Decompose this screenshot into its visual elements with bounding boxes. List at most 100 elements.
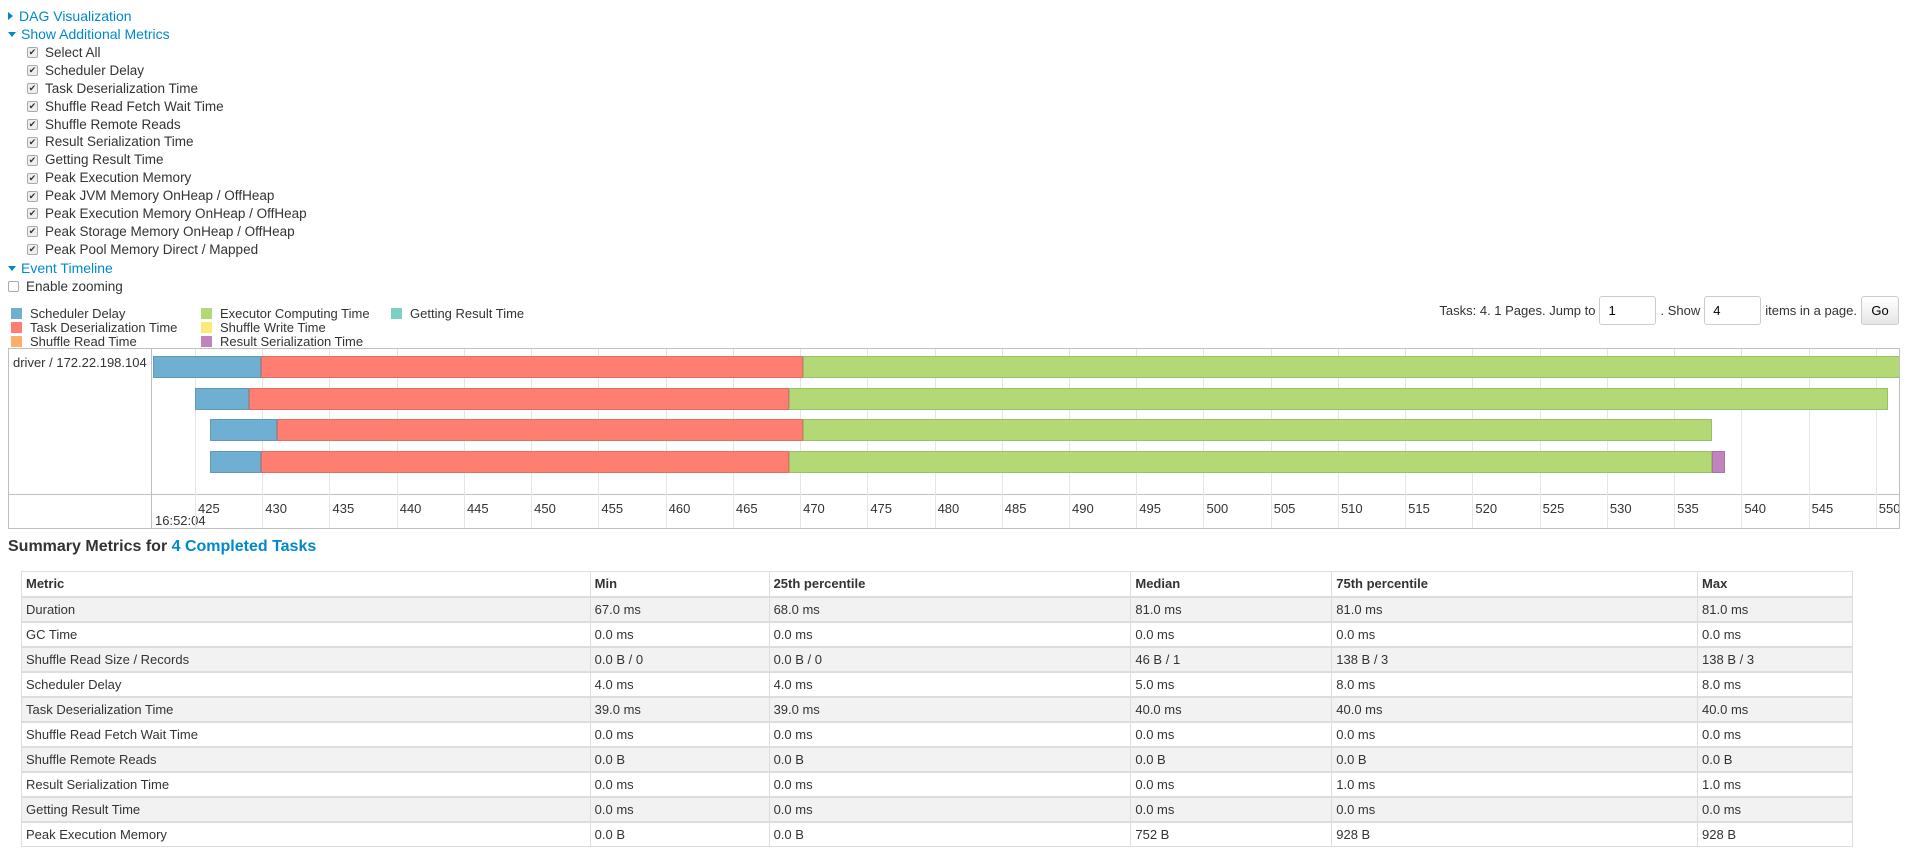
metric-checkbox-row[interactable]: ✔ Task Deserialization Time: [27, 80, 307, 98]
checkbox-icon[interactable]: ✔: [27, 83, 38, 95]
metric-checkbox-row[interactable]: ✔ Scheduler Delay: [27, 62, 307, 80]
go-button[interactable]: Go: [1861, 296, 1899, 325]
task-segment-executor-computing-time[interactable]: [789, 388, 1888, 410]
tick-label: 510: [1340, 501, 1363, 516]
metric-name: Scheduler Delay: [21, 670, 591, 697]
task-segment-task-deserialization-time[interactable]: [260, 451, 790, 473]
metric-value: 67.0 ms: [589, 595, 770, 622]
metric-value: 138 B / 3: [1331, 645, 1699, 672]
checkbox-icon[interactable]: ✔: [27, 172, 38, 184]
metric-value: 40.0 ms: [1130, 695, 1333, 722]
legend-label: Shuffle Write Time: [220, 319, 326, 335]
triangle-right-icon: [8, 12, 13, 20]
metric-value: 40.0 ms: [1331, 695, 1699, 722]
table-row: Task Deserialization Time 39.0 ms 39.0 ms 4…: [21, 695, 1853, 722]
task-segment-executor-computing-time[interactable]: [802, 356, 1899, 378]
metric-label: Shuffle Read Fetch Wait Time: [45, 98, 224, 114]
grid-line: [195, 349, 197, 528]
pagination-summary: Tasks: 4. 1 Pages. Jump to: [1439, 303, 1596, 318]
tick-label: 440: [399, 501, 422, 516]
additional-metrics-toggle[interactable]: Show Additional Metrics: [8, 25, 170, 43]
tick-label: 535: [1677, 501, 1699, 516]
metric-checkbox-row[interactable]: ✔ Shuffle Read Fetch Wait Time: [27, 98, 307, 116]
task-segment-scheduler-delay[interactable]: [209, 419, 278, 441]
checkbox-icon[interactable]: ✔: [27, 208, 38, 220]
checkbox-icon[interactable]: ✔: [27, 119, 38, 130]
table-row: GC Time 0.0 ms 0.0 ms 0.0 ms 0.0 ms 0.0 ms: [21, 620, 1853, 647]
tick-label: 540: [1744, 501, 1767, 516]
checkbox-icon[interactable]: ✔: [27, 154, 38, 166]
dag-visualization-toggle[interactable]: DAG Visualization: [8, 7, 132, 25]
metric-value: 1.0 ms: [1331, 770, 1699, 797]
enable-zooming-checkbox[interactable]: Enable zooming: [8, 278, 123, 296]
metric-label: Select All: [45, 45, 101, 60]
completed-tasks-link[interactable]: 4 Completed Tasks: [171, 538, 317, 555]
event-timeline[interactable]: driver / 172.22.198.104 16:52:04 425 430 43…: [8, 348, 1900, 529]
legend-swatch: [201, 321, 212, 333]
metric-value: 0.0 B: [1130, 745, 1333, 772]
legend-item: Shuffle Read Time: [11, 334, 201, 349]
legend-label: Task Deserialization Time: [30, 319, 178, 335]
task-segment-result-serialization-time[interactable]: [1711, 451, 1726, 473]
task-segment-scheduler-delay[interactable]: [153, 356, 261, 378]
metric-value: 0.0 B / 0: [589, 645, 770, 672]
metric-name: Getting Result Time: [21, 795, 591, 822]
metric-checkbox-row[interactable]: ✔ Peak Execution Memory OnHeap / OffHeap: [27, 205, 307, 223]
metric-checkbox-row[interactable]: ✔ Peak JVM Memory OnHeap / OffHeap: [27, 187, 307, 205]
metric-value: 0.0 ms: [589, 770, 770, 797]
tick-label: 430: [265, 501, 287, 516]
checkbox-icon[interactable]: ✔: [27, 136, 38, 148]
tick-label: 520: [1475, 501, 1498, 516]
metric-value: 0.0 ms: [1130, 620, 1333, 647]
task-segment-scheduler-delay[interactable]: [209, 451, 261, 473]
table-row: Shuffle Read Fetch Wait Time 0.0 ms 0.0 ms…: [21, 720, 1853, 747]
metric-checkbox-row[interactable]: ✔ Getting Result Time: [27, 151, 307, 169]
axis-date-label: 16:52:04: [155, 513, 206, 528]
metric-value: 40.0 ms: [1697, 695, 1853, 722]
tick-label: 530: [1609, 501, 1632, 516]
task-segment-task-deserialization-time[interactable]: [248, 388, 790, 410]
metric-name: Peak Execution Memory: [21, 820, 591, 847]
event-timeline-toggle[interactable]: Event Timeline: [8, 259, 113, 277]
metric-checkbox-row[interactable]: ✔ Select All: [27, 44, 307, 62]
summary-title: Summary Metrics for 4 Completed Tasks: [8, 538, 317, 555]
checkbox-icon[interactable]: ✔: [27, 101, 38, 113]
legend-swatch: [201, 307, 212, 319]
task-segment-executor-computing-time[interactable]: [802, 419, 1712, 441]
page-size-input[interactable]: [1704, 296, 1762, 325]
metric-checkbox-row[interactable]: ✔ Peak Pool Memory Direct / Mapped: [27, 241, 307, 259]
task-segment-task-deserialization-time[interactable]: [277, 419, 803, 441]
table-row: Shuffle Read Size / Records 0.0 B / 0 0.0 …: [21, 645, 1853, 672]
tick-label: 450: [534, 501, 556, 516]
task-segment-scheduler-delay[interactable]: [195, 388, 249, 410]
tick-label: 525: [1542, 501, 1565, 516]
task-segment-executor-computing-time[interactable]: [789, 451, 1712, 473]
tick-label: 545: [1811, 501, 1834, 516]
additional-metrics-list: ✔ Select All ✔ Scheduler Delay ✔ Task Deseria…: [27, 44, 307, 259]
tick-label: 550: [1878, 501, 1900, 516]
column-header: 25th percentile: [768, 571, 1132, 597]
metric-label: Peak Storage Memory OnHeap / OffHeap: [45, 223, 295, 239]
checkbox-icon[interactable]: ✔: [27, 244, 38, 256]
metric-checkbox-row[interactable]: ✔ Peak Execution Memory: [27, 169, 307, 187]
column-header: Metric: [21, 571, 591, 597]
metric-checkbox-row[interactable]: ✔ Shuffle Remote Reads: [27, 116, 307, 134]
triangle-down-icon: [8, 32, 16, 37]
task-segment-task-deserialization-time[interactable]: [260, 356, 803, 378]
metric-label: Shuffle Remote Reads: [45, 116, 181, 132]
metric-checkbox-row[interactable]: ✔ Peak Storage Memory OnHeap / OffHeap: [27, 223, 307, 241]
metric-value: 81.0 ms: [1130, 595, 1333, 622]
legend-swatch: [391, 307, 402, 319]
checkbox-icon[interactable]: ✔: [27, 226, 38, 238]
page-number-input[interactable]: [1599, 296, 1657, 325]
checkbox-icon[interactable]: ✔: [27, 65, 38, 77]
metric-checkbox-row[interactable]: ✔ Result Serialization Time: [27, 133, 307, 151]
checkbox-icon[interactable]: [8, 281, 19, 293]
table-row: Getting Result Time 0.0 ms 0.0 ms 0.0 ms 0.0…: [21, 795, 1853, 822]
metric-value: 0.0 ms: [589, 795, 770, 822]
metric-value: 1.0 ms: [1697, 770, 1853, 797]
checkbox-icon[interactable]: ✔: [27, 47, 38, 59]
metric-label: Peak Execution Memory: [45, 170, 192, 186]
checkbox-icon[interactable]: ✔: [27, 190, 38, 202]
metric-value: 0.0 ms: [768, 720, 1132, 747]
